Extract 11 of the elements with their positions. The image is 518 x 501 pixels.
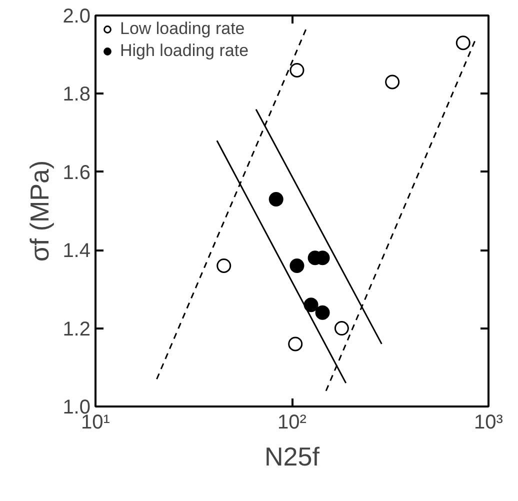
y-tick-label: 1.8 — [62, 84, 91, 106]
x-tick-label: 10² — [278, 412, 307, 434]
y-axis-title: σf (MPa) — [24, 160, 55, 262]
legend-label: Low loading rate — [120, 19, 245, 39]
legend-label: High loading rate — [120, 41, 249, 61]
x-tick-label: 10³ — [474, 412, 504, 434]
y-tick-label: 1.2 — [62, 318, 91, 340]
y-tick-label: 1.6 — [62, 162, 91, 184]
y-tick-label: 2.0 — [62, 6, 91, 28]
x-axis-title: N25f — [264, 442, 320, 472]
y-tick-label: 1.4 — [62, 240, 91, 262]
